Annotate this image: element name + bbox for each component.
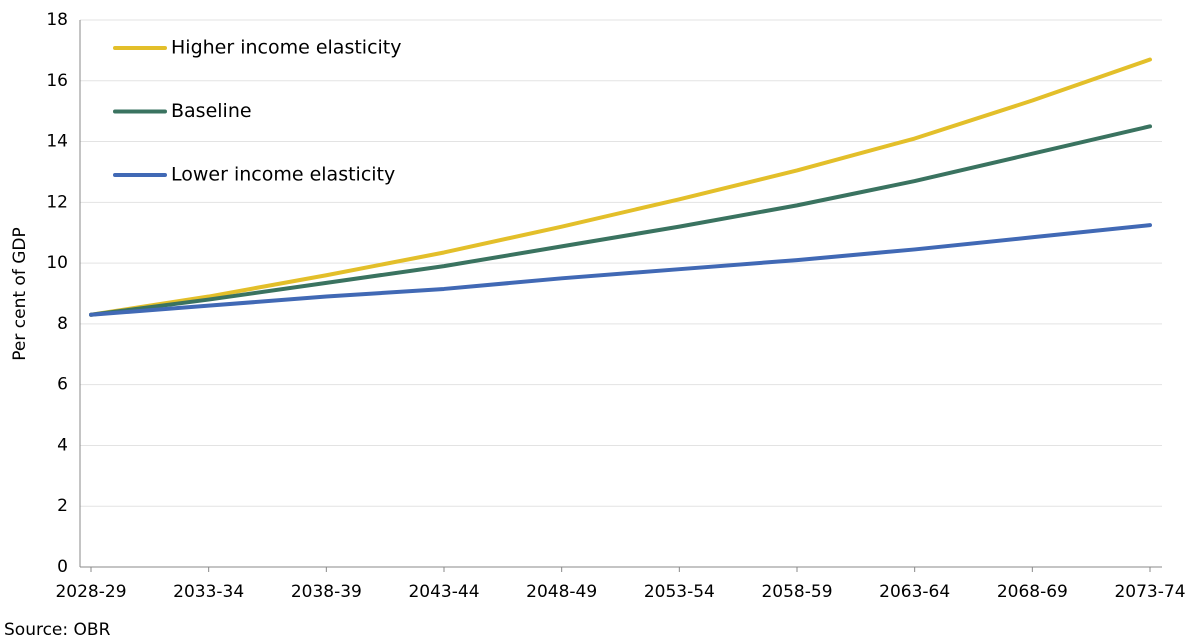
x-tick-label: 2048-49 <box>526 582 597 602</box>
x-tick-label: 2063-64 <box>879 582 950 602</box>
x-tick-label: 2028-29 <box>55 582 126 602</box>
y-tick-label: 0 <box>57 557 68 577</box>
x-tick-label: 2073-74 <box>1114 582 1185 602</box>
legend-label: Higher income elasticity <box>171 37 402 59</box>
x-tick-label: 2053-54 <box>644 582 715 602</box>
y-axis-label: Per cent of GDP <box>10 227 30 360</box>
y-tick-label: 8 <box>57 314 68 334</box>
x-tick-label: 2033-34 <box>173 582 244 602</box>
y-tick-label: 2 <box>57 496 68 516</box>
legend-label: Lower income elasticity <box>171 164 395 186</box>
y-tick-label: 6 <box>57 375 68 395</box>
y-tick-label: 4 <box>57 435 68 455</box>
series-line <box>89 57 1152 317</box>
x-tick-label: 2068-69 <box>997 582 1068 602</box>
y-tick-label: 18 <box>46 10 68 30</box>
x-tick-label: 2058-59 <box>761 582 832 602</box>
x-tick-label: 2038-39 <box>291 582 362 602</box>
y-tick-label: 14 <box>46 132 68 152</box>
x-tick-label: 2043-44 <box>408 582 479 602</box>
series-line <box>89 223 1152 317</box>
source-note: Source: OBR <box>4 620 111 640</box>
y-tick-label: 16 <box>46 71 68 91</box>
series-line <box>89 124 1152 317</box>
y-tick-label: 10 <box>46 253 68 273</box>
legend-label: Baseline <box>171 100 252 122</box>
y-tick-label: 12 <box>46 192 68 212</box>
